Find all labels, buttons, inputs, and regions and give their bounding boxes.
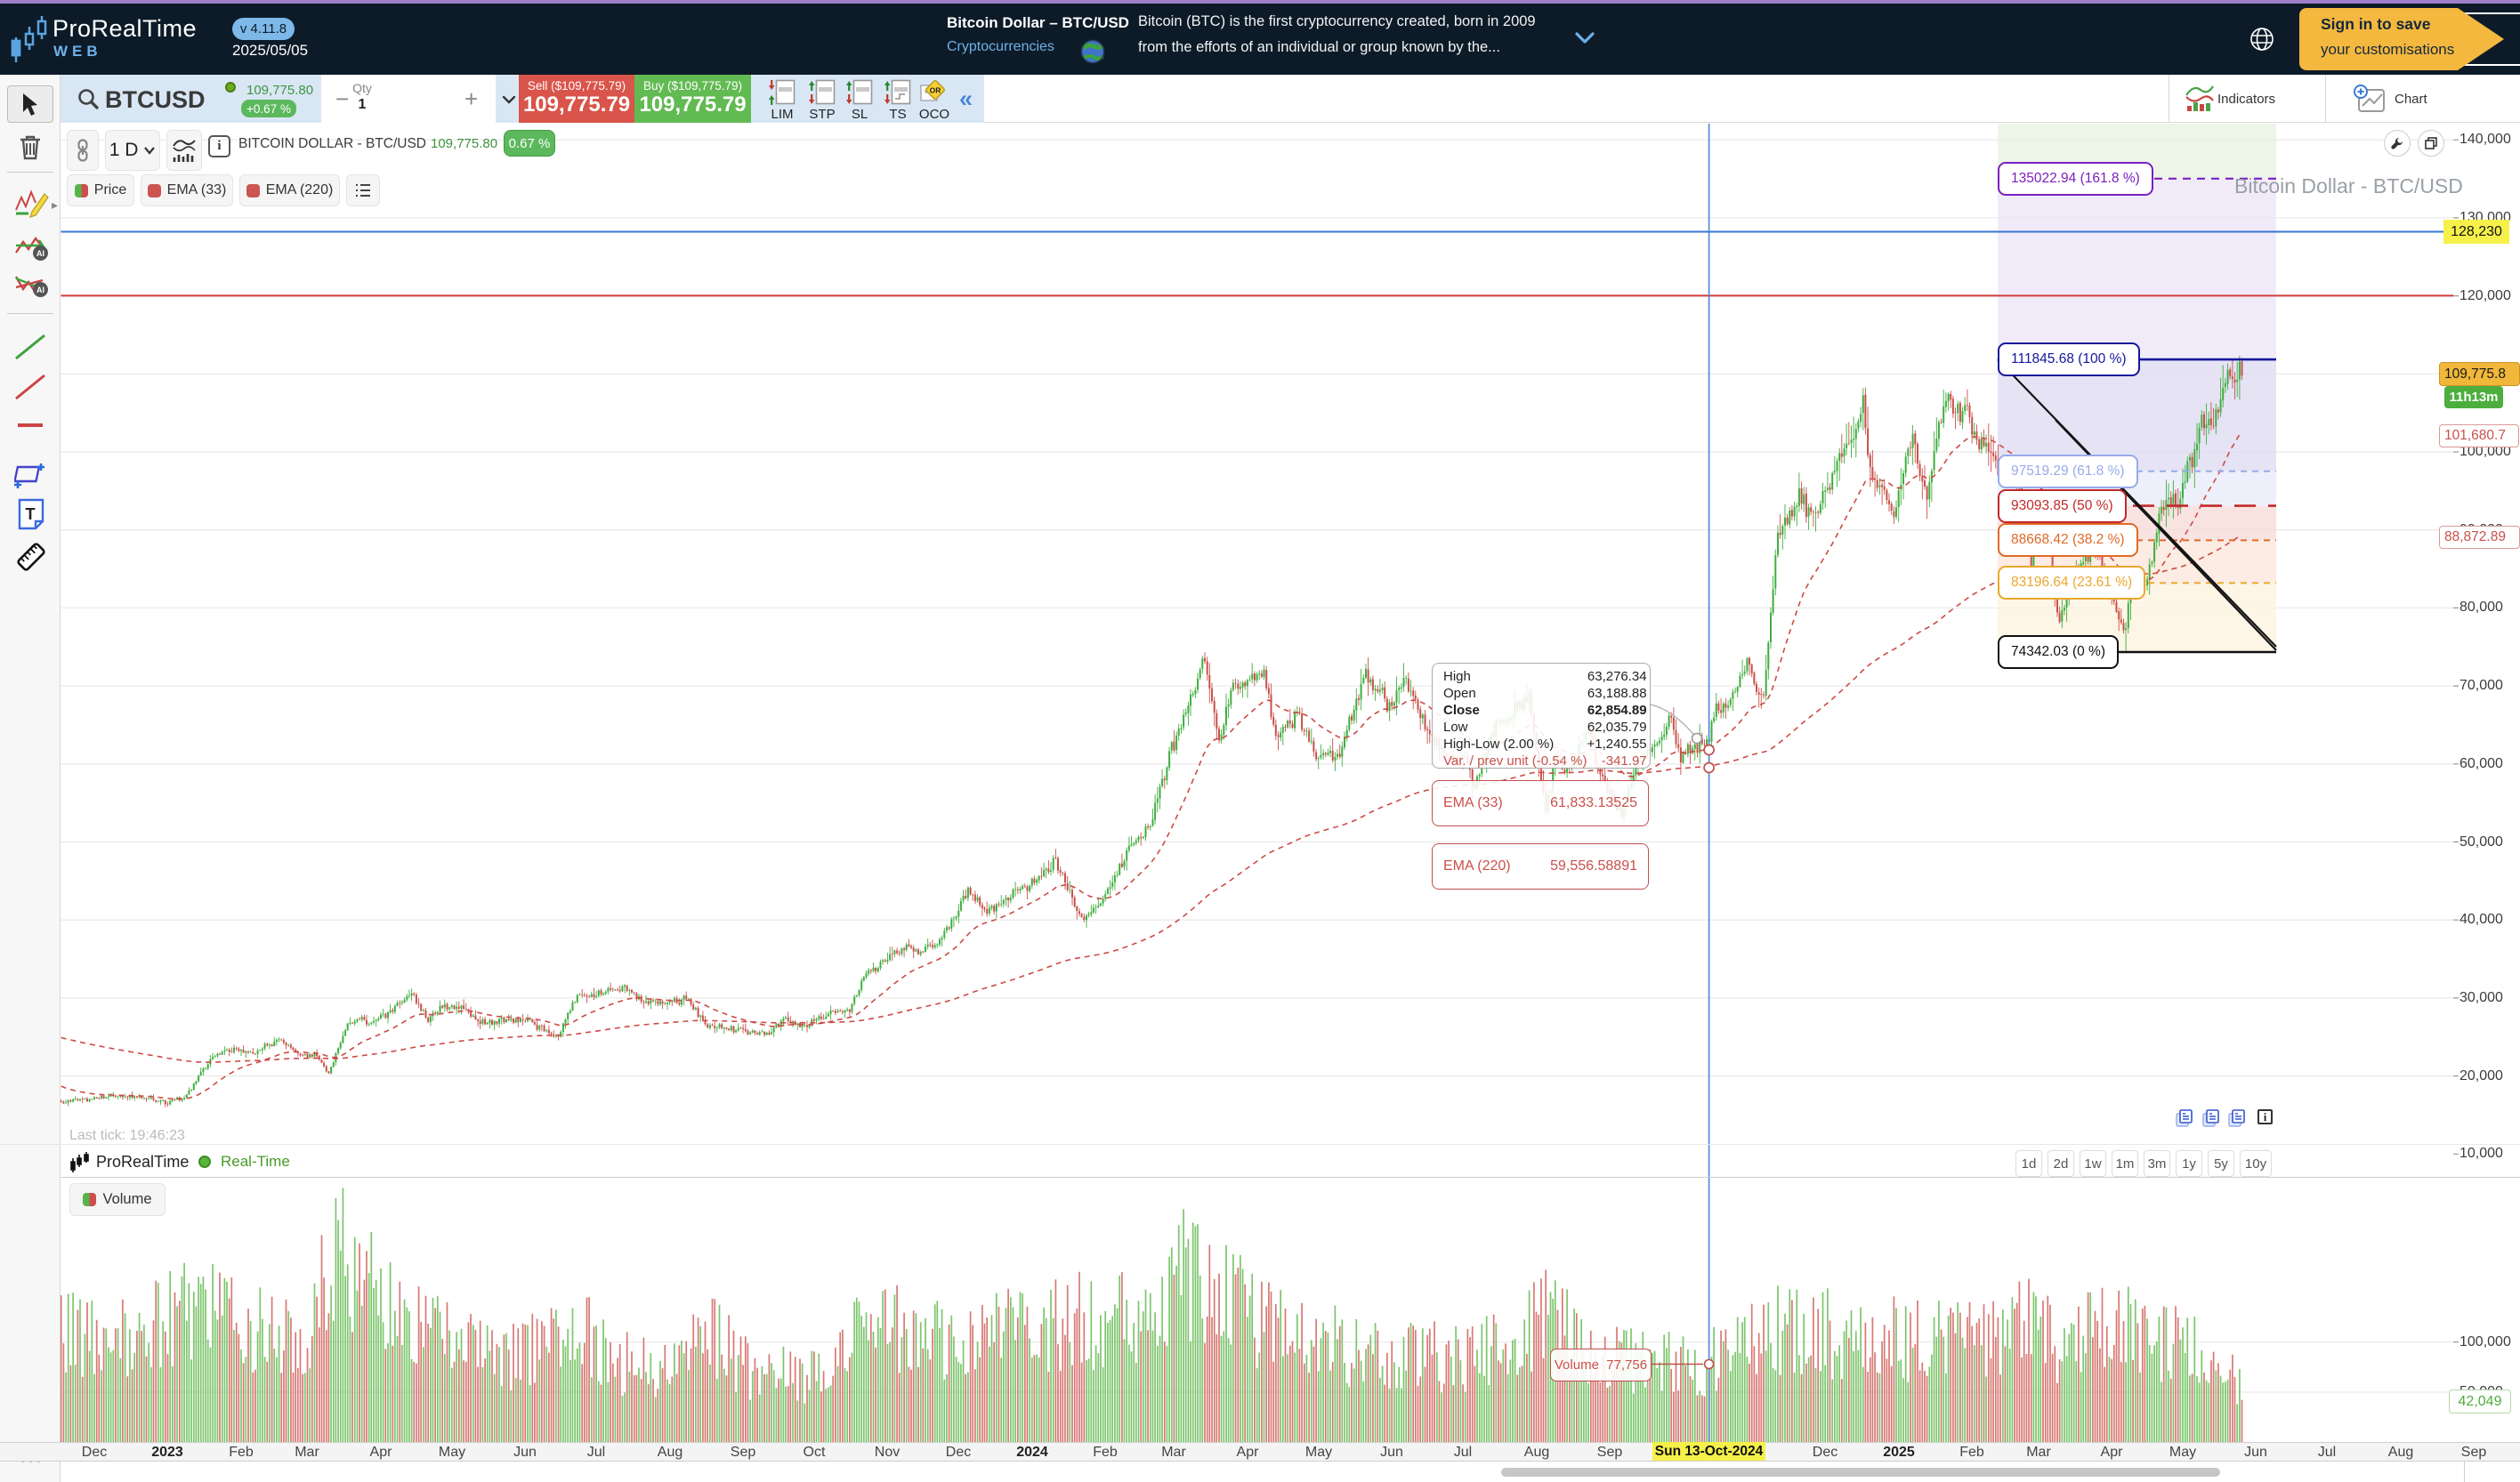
svg-text:OR: OR — [930, 86, 941, 95]
svg-text:T: T — [26, 505, 36, 523]
